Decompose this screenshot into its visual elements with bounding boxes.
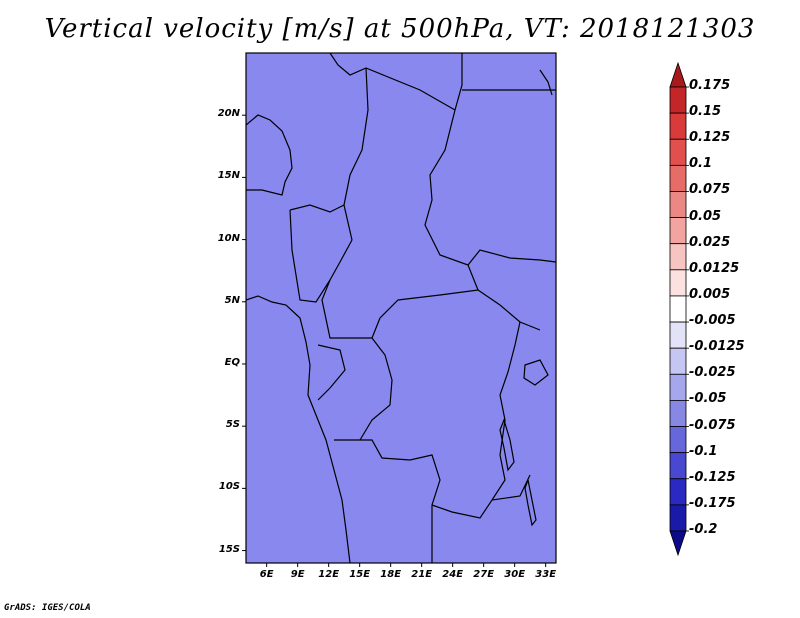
colorbar-cell: [669, 452, 687, 480]
border-sudan-south: [467, 249, 556, 266]
lat-tick-label: 15S: [218, 543, 240, 555]
colorbar-cell: [669, 347, 687, 375]
lon-tick-label: 27E: [473, 569, 495, 580]
colorbar-cell: [669, 112, 687, 140]
colorbar-label: -0.075: [689, 417, 736, 433]
lon-tick-label: 18E: [380, 569, 402, 580]
colorbar-label: -0.05: [689, 391, 727, 407]
border-drc-north: [359, 337, 393, 441]
lon-tick-label: 12E: [318, 569, 340, 580]
map-frame: [245, 52, 557, 564]
colorbar-cell: [669, 243, 687, 271]
colorbar-bottom-arrow: [669, 530, 687, 557]
colorbar-label: 0.005: [689, 286, 731, 302]
colorbar-cell: [669, 321, 687, 349]
colorbar-cell: [669, 217, 687, 245]
colorbar-cell: [669, 138, 687, 166]
lon-tick-label: 24E: [442, 569, 464, 580]
lat-tick-label: 20N: [217, 108, 240, 120]
colorbar-label: 0.125: [689, 130, 731, 146]
colorbar-label: -0.005: [689, 313, 736, 329]
colorbar-label: -0.2: [689, 522, 718, 537]
lat-tick-label: 5S: [225, 419, 240, 431]
lake-victoria: [523, 359, 549, 386]
border-niger-chad: [343, 67, 369, 241]
colorbar-cell: [669, 191, 687, 218]
border-chad-sudan: [424, 109, 479, 291]
colorbar-cell: [669, 400, 687, 427]
colorbar-label: 0.1: [689, 156, 713, 172]
colorbar-cell: [669, 373, 687, 401]
coastline-gulf-of-guinea: [246, 295, 351, 563]
colorbar-top-arrow: [669, 61, 687, 88]
lat-tick-label: 5N: [224, 294, 240, 306]
border-angola: [334, 439, 441, 563]
colorbar: [669, 61, 689, 557]
border-algeria-libya: [329, 53, 463, 111]
colorbar-label: -0.025: [689, 365, 736, 381]
border-zambia: [431, 474, 531, 519]
lon-tick-label: 9E: [290, 569, 305, 580]
colorbar-cell: [669, 164, 687, 192]
lon-tick-label: 21E: [411, 569, 433, 580]
lake-malawi: [524, 477, 537, 527]
colorbar-label: 0.025: [689, 234, 731, 250]
lon-tick-label: 6E: [259, 569, 274, 580]
colorbar-cell: [669, 426, 687, 454]
colorbar-label: 0.0125: [689, 260, 740, 276]
political-boundaries: [246, 53, 556, 563]
colorbar-label: -0.175: [689, 495, 736, 511]
colorbar-label: -0.1: [689, 443, 718, 459]
axis-ticks: [242, 114, 547, 567]
red-sea-coast: [539, 69, 553, 96]
coastline-west-africa: [246, 114, 293, 196]
lon-tick-label: 30E: [504, 569, 526, 580]
colorbar-cell: [669, 295, 687, 323]
colorbar-cell: [669, 478, 687, 506]
plot-title: Vertical velocity [m/s] at 500hPa, VT: 2…: [44, 14, 756, 44]
border-cameroon: [321, 239, 372, 339]
colorbar-label: -0.0125: [689, 339, 745, 355]
border-congo-gabon: [317, 344, 346, 401]
lon-tick-label: 15E: [349, 569, 371, 580]
border-nigeria: [289, 204, 345, 303]
velocity-shading: [246, 53, 556, 563]
lat-tick-label: EQ: [224, 356, 240, 368]
lat-tick-label: 10S: [218, 481, 240, 493]
lake-tanganyika: [499, 418, 515, 472]
colorbar-label: 0.075: [689, 182, 731, 198]
colorbar-label: 0.175: [689, 78, 731, 93]
colorbar-label: 0.05: [689, 208, 722, 224]
colorbar-label: 0.15: [689, 104, 722, 120]
border-car: [371, 289, 541, 339]
colorbar-cell: [669, 86, 687, 114]
colorbar-label: -0.125: [689, 469, 736, 485]
lat-tick-label: 15N: [217, 170, 240, 182]
colorbar-cell: [669, 269, 687, 297]
grads-credit: GrADS: IGES/COLA: [4, 603, 91, 613]
colorbar-cell: [669, 504, 687, 532]
lat-tick-label: 10N: [217, 232, 240, 244]
lon-tick-label: 33E: [535, 569, 557, 580]
border-drc-east: [491, 321, 521, 501]
